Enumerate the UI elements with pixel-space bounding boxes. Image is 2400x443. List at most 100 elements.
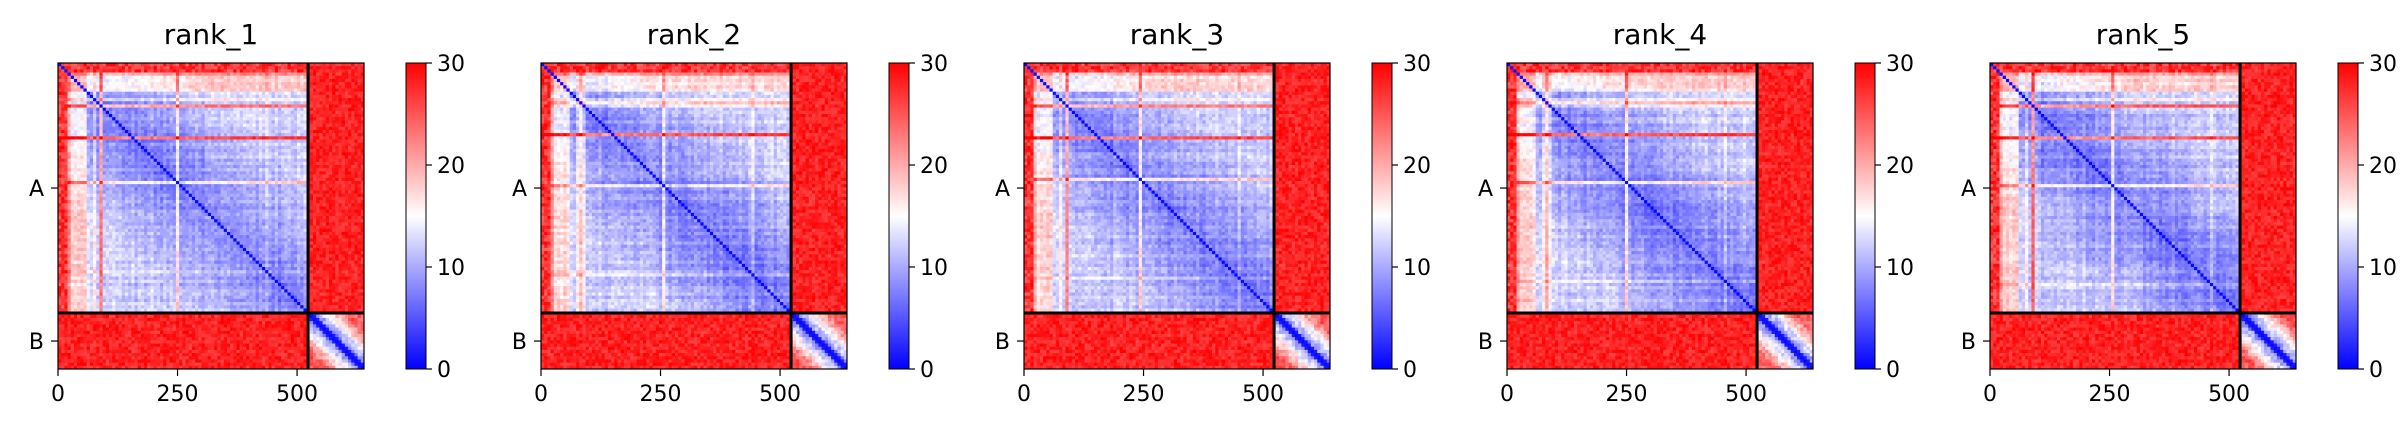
heatmap-cell <box>80 145 84 150</box>
heatmap-cell <box>58 219 62 223</box>
heatmap-cell <box>109 184 113 188</box>
heatmap-cell <box>319 158 323 163</box>
heatmap-cell <box>348 219 352 223</box>
heatmap-cell <box>242 94 247 99</box>
heatmap-cell <box>313 171 317 175</box>
heatmap-cell <box>89 161 94 166</box>
heatmap-cell <box>156 152 161 156</box>
heatmap-cell <box>290 88 295 93</box>
heatmap-cell <box>287 155 292 160</box>
heatmap-cell <box>217 190 221 195</box>
heatmap-cell <box>147 149 151 153</box>
heatmap-cell <box>281 184 285 188</box>
heatmap-cell <box>144 63 148 67</box>
heatmap-cell <box>83 152 88 156</box>
heatmap-cell <box>99 225 104 230</box>
heatmap-cell <box>348 155 352 160</box>
heatmap-cell <box>325 209 330 214</box>
heatmap-cell <box>290 120 295 124</box>
heatmap-cell <box>300 177 304 182</box>
heatmap-cell <box>70 142 75 147</box>
heatmap-cell <box>300 206 304 211</box>
heatmap-cell <box>102 136 107 140</box>
heatmap-cell <box>121 110 126 115</box>
heatmap-cell <box>357 187 362 191</box>
heatmap-cell <box>348 133 352 137</box>
heatmap-cell <box>93 171 97 175</box>
heatmap-cell <box>233 133 237 137</box>
heatmap-cell <box>105 145 110 150</box>
heatmap-cell <box>195 165 199 169</box>
heatmap-cell <box>201 114 206 118</box>
heatmap-cell <box>357 101 362 105</box>
heatmap-cell <box>348 184 352 188</box>
heatmap-cell <box>156 85 161 89</box>
heatmap-cell <box>169 152 174 156</box>
heatmap-cell <box>118 82 123 86</box>
heatmap-cell <box>252 219 257 223</box>
heatmap-cell <box>80 216 84 220</box>
heatmap-cell <box>83 63 88 67</box>
heatmap-cell <box>223 216 228 220</box>
heatmap-cell <box>255 98 260 102</box>
heatmap-cell <box>115 225 119 230</box>
heatmap-cell <box>226 177 231 182</box>
heatmap-cell <box>58 78 62 83</box>
heatmap-cell <box>290 117 295 121</box>
heatmap-cell <box>271 168 276 172</box>
heatmap-cell <box>118 155 123 160</box>
heatmap-cell <box>211 136 215 140</box>
heatmap-cell <box>217 110 221 115</box>
heatmap-cell <box>255 139 260 144</box>
heatmap-cell <box>172 161 177 166</box>
heatmap-cell <box>319 216 323 220</box>
heatmap-cell <box>112 63 116 67</box>
heatmap-cell <box>265 171 269 175</box>
heatmap-cell <box>73 94 78 99</box>
heatmap-cell <box>153 180 158 185</box>
heatmap-cell <box>169 184 174 188</box>
heatmap-cell <box>322 69 327 73</box>
heatmap-cell <box>255 114 260 118</box>
heatmap-cell <box>338 63 343 67</box>
heatmap-cell <box>99 161 104 166</box>
heatmap-cell <box>344 212 349 217</box>
heatmap-cell <box>258 133 263 137</box>
heatmap-cell <box>328 75 333 80</box>
heatmap-cell <box>265 91 269 96</box>
heatmap-cell <box>211 222 215 226</box>
heatmap-cell <box>83 133 88 137</box>
heatmap-cell <box>360 203 365 207</box>
heatmap-cell <box>61 161 65 166</box>
heatmap-cell <box>185 168 190 172</box>
heatmap-cell <box>293 184 298 188</box>
heatmap-cell <box>325 85 330 89</box>
heatmap-cell <box>115 120 119 124</box>
heatmap-cell <box>207 75 212 80</box>
heatmap-cell <box>172 123 177 128</box>
heatmap-cell <box>134 110 139 115</box>
heatmap-cell <box>230 145 234 150</box>
heatmap-cell <box>262 120 266 124</box>
heatmap-cell <box>325 152 330 156</box>
heatmap-cell <box>271 69 276 73</box>
heatmap-cell <box>115 155 119 160</box>
heatmap-cell <box>284 142 288 147</box>
heatmap-cell <box>105 216 110 220</box>
heatmap-cell <box>255 219 260 223</box>
heatmap-cell <box>191 66 196 70</box>
heatmap-cell <box>335 174 339 179</box>
heatmap-cell <box>277 158 282 163</box>
heatmap-cell <box>96 219 100 223</box>
heatmap-cell <box>89 66 94 70</box>
heatmap-cell <box>223 200 228 204</box>
heatmap-cell <box>338 133 343 137</box>
heatmap-cell <box>290 69 295 73</box>
heatmap-cell <box>262 152 266 156</box>
heatmap-cell <box>233 129 237 134</box>
heatmap-cell <box>360 117 365 121</box>
heatmap-cell <box>303 104 308 109</box>
heatmap-cell <box>309 101 314 105</box>
heatmap-cell <box>131 171 135 175</box>
heatmap-cell <box>290 142 295 147</box>
